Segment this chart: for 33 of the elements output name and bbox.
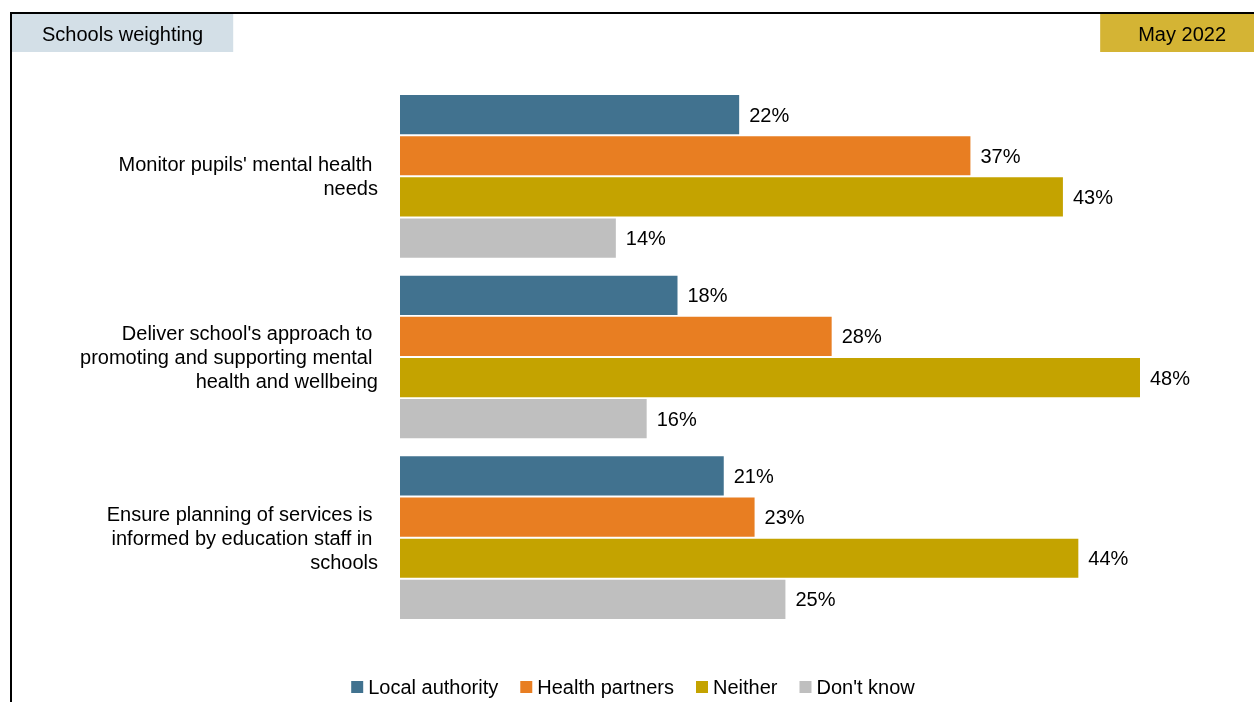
data-label: 21%	[733, 464, 774, 487]
data-label: 25%	[795, 588, 836, 611]
data-label: 22%	[749, 103, 790, 126]
legend-label: Neither	[713, 676, 778, 698]
bar	[400, 275, 678, 315]
data-label: 37%	[980, 144, 1021, 167]
data-label: 16%	[656, 407, 697, 430]
y-tick-label: Deliver school's approach to promoting and supporting mental health and wellbeing	[80, 322, 378, 392]
y-tick-label: Ensure planning of services is informed by education staff in schools	[106, 502, 378, 573]
bar	[400, 316, 832, 357]
bar	[400, 579, 786, 619]
data-label: 48%	[1150, 366, 1191, 389]
bar	[400, 497, 755, 537]
legend-label: Local authority	[368, 676, 499, 698]
bar	[400, 399, 647, 439]
y-tick-label: Monitor pupils' mental health needs	[118, 153, 378, 200]
data-label: 18%	[687, 284, 728, 307]
legend-label: Health partners	[537, 676, 675, 698]
legend-label: Don't know	[816, 676, 916, 698]
bar	[400, 95, 740, 135]
data-label: 43%	[1072, 185, 1114, 208]
text: Schools weighting	[42, 23, 204, 45]
bar	[400, 136, 971, 176]
bar	[400, 177, 1063, 217]
bar	[400, 218, 616, 258]
bar	[400, 357, 1140, 398]
text: May 2022	[1138, 23, 1227, 45]
data-label: 44%	[1088, 547, 1129, 570]
bar	[400, 456, 724, 496]
data-label: 23%	[764, 506, 805, 529]
bar	[400, 538, 1079, 578]
data-label: 28%	[841, 325, 882, 348]
data-label: 14%	[625, 227, 667, 250]
